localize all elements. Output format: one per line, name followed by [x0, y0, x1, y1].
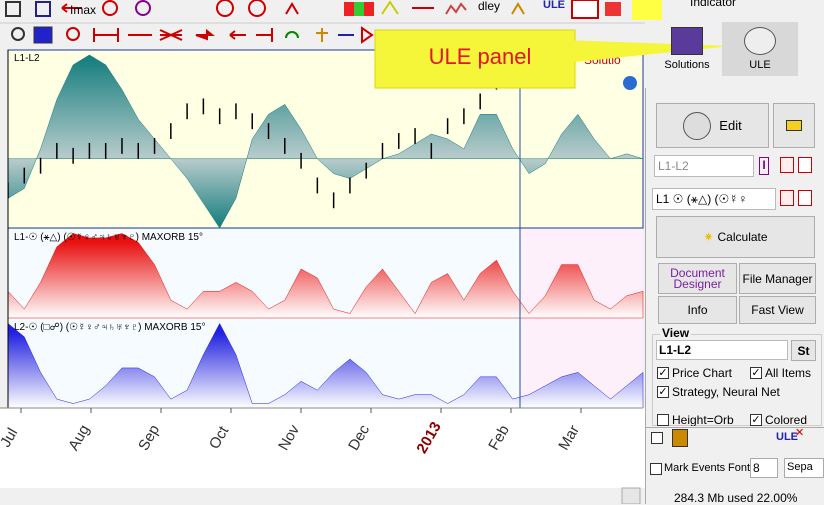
side-panel: Edit L1-L2 I L1 ☉ (⚹△) (☉☿♀ ✷ Calculate D… — [645, 88, 824, 505]
wave-area — [8, 54, 643, 228]
globe-icon[interactable] — [623, 76, 637, 90]
callout-box — [374, 29, 576, 89]
view-select[interactable]: L1-L2 — [656, 340, 788, 360]
view-group — [652, 334, 822, 426]
toolbar-label: Indicator — [690, 0, 736, 9]
ule-icon — [744, 27, 776, 55]
pane-label: L1-☉ (⚹△) (☉☿♀♂♃♄♅♆♇) MAXORB 15° — [14, 232, 203, 243]
edit-button[interactable]: Edit — [656, 103, 769, 148]
icon-button[interactable] — [672, 429, 688, 447]
sepa-select[interactable]: Sepa — [784, 458, 824, 478]
checkbox-label: Height=Orb — [672, 413, 734, 426]
checkbox[interactable] — [657, 414, 669, 426]
checkbox[interactable]: ✓ — [657, 386, 669, 398]
font-spinner[interactable]: 8 — [750, 458, 778, 478]
toolbar-label: ULE — [543, 0, 565, 11]
close-icon[interactable]: ✕ — [795, 427, 805, 439]
status-text: 284.3 Mb used 22.00% — [674, 491, 798, 505]
solutions-button[interactable]: Solutions — [660, 22, 714, 76]
toolbar-icons[interactable] — [5, 0, 662, 44]
pane-label: L2-☉ (□☍) (☉☿♀♂♃♄♅♆♇) MAXORB 15° — [14, 322, 205, 333]
signal-select[interactable]: L1 ☉ (⚹△) (☉☿♀ — [652, 188, 776, 210]
checkbox-label: Mark Events — [664, 462, 726, 474]
checkbox-label: Price Chart — [672, 366, 733, 380]
icon-button[interactable] — [798, 157, 812, 173]
scroll-button[interactable] — [621, 487, 641, 504]
name-input[interactable]: L1-L2 — [654, 155, 754, 177]
st-button[interactable]: St — [791, 340, 816, 361]
pane-label: L1-L2 — [14, 53, 40, 64]
button-label: Solutions — [664, 59, 710, 71]
callout-text: ULE panel — [429, 44, 532, 69]
checkbox[interactable]: ✓ — [750, 414, 762, 426]
button-label: ULE — [749, 59, 771, 71]
checkbox-label: All Items — [765, 366, 812, 380]
wave-area — [7, 233, 644, 319]
toolbar-label: dley — [478, 0, 500, 13]
wave-area — [7, 322, 644, 409]
button-label: Edit — [719, 118, 742, 133]
fast-view-button[interactable]: Fast View — [739, 296, 816, 324]
checkbox[interactable]: ✓ — [750, 367, 762, 379]
info-button[interactable]: Info — [658, 296, 737, 324]
icon-button[interactable] — [780, 157, 794, 173]
group-label: View — [660, 326, 692, 340]
icon-button[interactable] — [780, 190, 794, 206]
folder-button[interactable] — [773, 103, 815, 148]
document-designer-button[interactable]: Document Designer — [658, 263, 737, 294]
ule-button[interactable]: ULE — [722, 22, 798, 76]
solutions-icon — [671, 27, 703, 55]
toolbar-label: Imax — [70, 3, 96, 17]
checkbox[interactable] — [651, 432, 663, 444]
calculate-button[interactable]: ✷ Calculate — [656, 216, 815, 258]
ule-label: ULE — [776, 431, 798, 443]
checkbox-label: Colored — [765, 413, 808, 426]
icon-button[interactable] — [798, 190, 812, 206]
axis-bg — [0, 408, 645, 488]
checkbox[interactable]: ✓ — [657, 367, 669, 379]
file-manager-button[interactable]: File Manager — [739, 263, 816, 294]
checkbox-label: Strategy, Neural Net — [672, 385, 780, 399]
label: Font — [728, 462, 751, 474]
button-label: Calculate — [717, 230, 768, 244]
clipped-row: Height=Orb ✓ Colored — [652, 406, 822, 426]
icon-button[interactable]: I — [759, 157, 769, 175]
checkbox[interactable] — [650, 463, 662, 475]
divider — [646, 427, 824, 428]
